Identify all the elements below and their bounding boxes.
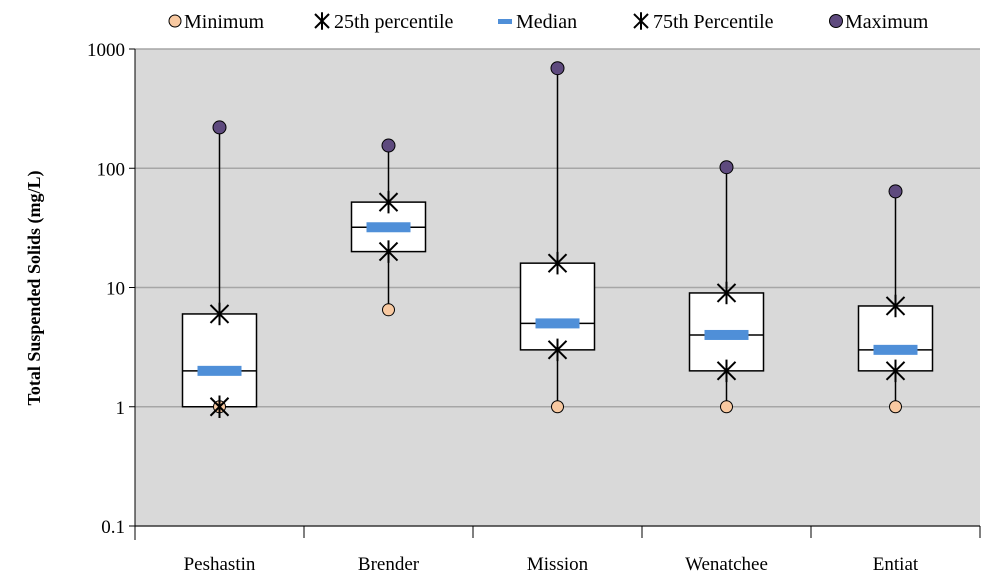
maximum-point xyxy=(381,138,396,153)
maximum-point xyxy=(212,120,227,135)
iqr-box xyxy=(181,313,258,408)
y-axis-label: Total Suspended Solids (mg/L) xyxy=(24,171,45,406)
box-brender xyxy=(350,138,427,317)
y-tick-label: 0.1 xyxy=(101,517,125,538)
p25-marker xyxy=(209,395,230,418)
category-label-mission: Mission xyxy=(527,554,589,575)
legend-minimum-label: Minimum xyxy=(184,11,264,33)
legend-median-label: Median xyxy=(516,11,577,33)
maximum-point xyxy=(888,184,903,199)
median-marker xyxy=(535,318,580,329)
p75-marker xyxy=(209,302,230,326)
legend-75th-label: 75th Percentile xyxy=(653,11,774,33)
legend-25th-marker xyxy=(314,12,330,30)
p75-marker xyxy=(378,190,399,214)
category-labels: Peshastin Brender Mission Wenatchee Entiat xyxy=(184,554,919,575)
legend-75th-star xyxy=(633,12,649,30)
legend-minimum-marker xyxy=(168,14,182,28)
y-tick-label: 10 xyxy=(106,279,125,300)
p75-marker xyxy=(885,294,906,318)
box-peshastin xyxy=(181,120,258,418)
box-mission xyxy=(519,61,596,414)
box-entiat xyxy=(857,184,934,414)
p25-marker xyxy=(378,240,399,263)
minimum-point xyxy=(889,400,902,414)
axes xyxy=(134,49,981,540)
y-tick-label: 1000 xyxy=(87,40,125,61)
box-series xyxy=(181,61,934,418)
legend-25th-label: 25th percentile xyxy=(334,11,454,33)
category-label-brender: Brender xyxy=(358,554,420,575)
p75-marker xyxy=(716,281,737,305)
legend-maximum-marker xyxy=(829,14,843,28)
p25-marker xyxy=(716,359,737,383)
median-marker xyxy=(873,344,918,355)
category-label-wenatchee: Wenatchee xyxy=(685,554,768,575)
maximum-point xyxy=(719,160,734,175)
minimum-point xyxy=(382,303,395,317)
median-marker xyxy=(197,365,242,376)
y-tick-labels: 0.1 1 10 100 1000 xyxy=(87,40,125,538)
maximum-point xyxy=(550,61,565,76)
minimum-point xyxy=(551,400,564,414)
median-marker xyxy=(366,222,411,233)
y-tick-label: 100 xyxy=(97,159,126,180)
minimum-point xyxy=(720,400,733,414)
p25-marker xyxy=(547,338,568,362)
category-label-entiat: Entiat xyxy=(873,554,919,575)
p25-marker xyxy=(885,359,906,383)
legend-maximum-label: Maximum xyxy=(845,11,929,33)
median-marker xyxy=(704,329,749,340)
p75-marker xyxy=(547,251,568,275)
iqr-box xyxy=(519,262,596,351)
legend-25th-star xyxy=(314,12,330,30)
legend-median-marker xyxy=(498,19,512,24)
box-wenatchee xyxy=(688,160,765,414)
category-label-peshastin: Peshastin xyxy=(184,554,256,575)
legend-75th-marker xyxy=(633,12,649,30)
legend: Minimum 25th percentile Median 75th Perc… xyxy=(168,11,929,33)
y-tick-label: 1 xyxy=(116,398,126,419)
